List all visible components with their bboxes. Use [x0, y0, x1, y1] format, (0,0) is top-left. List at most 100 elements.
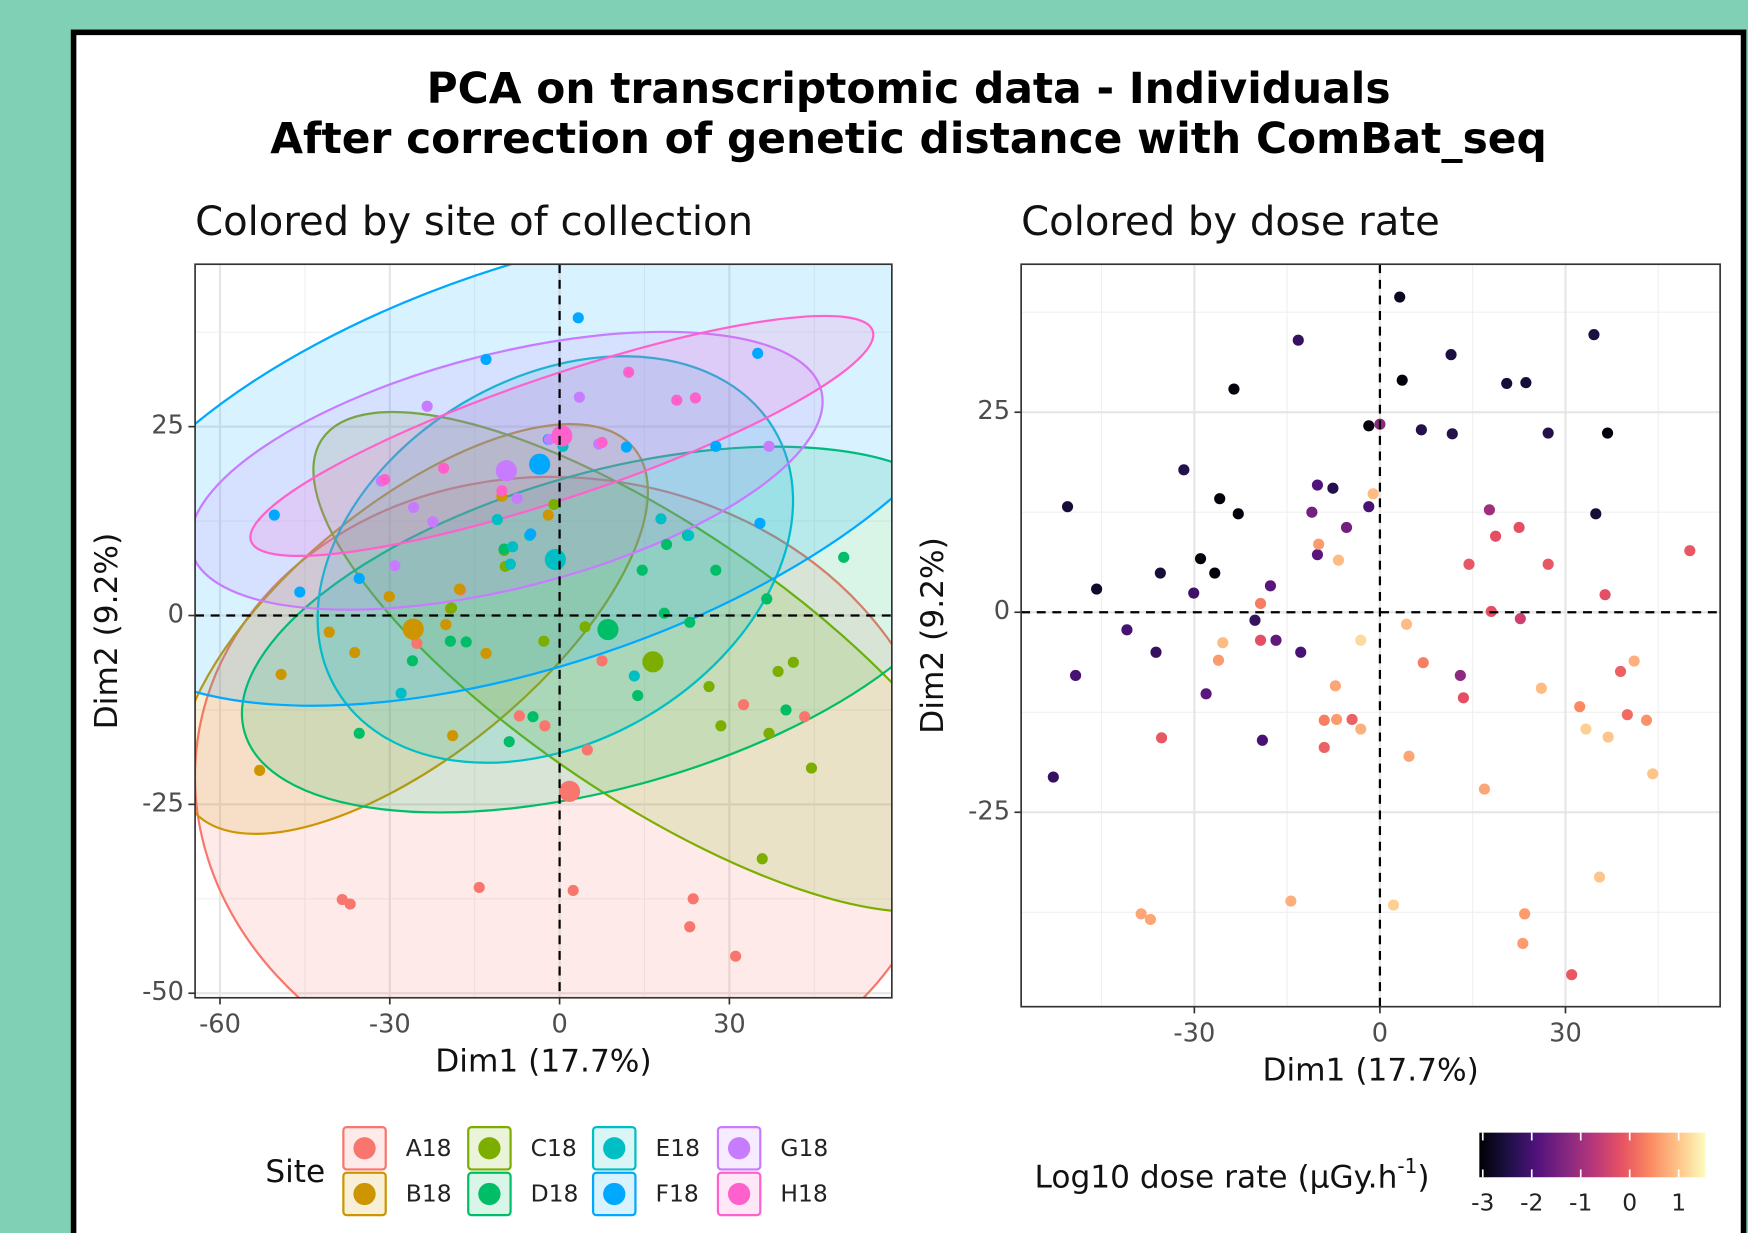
- point: [683, 529, 695, 542]
- colorbar-tick-label: 0: [1622, 1188, 1637, 1216]
- point: [491, 513, 503, 526]
- point: [1490, 530, 1502, 542]
- point: [383, 591, 395, 603]
- point: [1684, 545, 1696, 557]
- x-tick-label: 0: [551, 1010, 567, 1040]
- legend-title: Site: [265, 1154, 325, 1190]
- point: [406, 655, 419, 667]
- point: [1188, 587, 1200, 599]
- x-tick-label: -60: [199, 1010, 241, 1040]
- point: [658, 607, 670, 619]
- point: [1144, 913, 1157, 926]
- point: [579, 621, 591, 633]
- point: [1387, 899, 1400, 911]
- point: [480, 647, 492, 659]
- point: [1417, 657, 1429, 669]
- point: [538, 635, 550, 647]
- legend-title-end: ): [1417, 1159, 1429, 1195]
- point: [703, 680, 715, 693]
- point: [761, 593, 773, 605]
- point: [1327, 482, 1339, 494]
- point: [1254, 634, 1267, 646]
- legend-dot: [353, 1182, 376, 1206]
- y-tick-label: 0: [994, 596, 1010, 626]
- point: [1614, 665, 1627, 678]
- point: [710, 440, 722, 452]
- point: [1621, 709, 1633, 721]
- legend-label: G18: [780, 1134, 828, 1162]
- group-centroid: [551, 425, 573, 447]
- legend-dot: [353, 1137, 376, 1160]
- point: [1601, 427, 1614, 439]
- point: [787, 656, 799, 668]
- legend-label: C18: [531, 1134, 577, 1162]
- point: [754, 517, 766, 529]
- point: [525, 528, 537, 540]
- point: [1232, 508, 1244, 520]
- point: [1446, 428, 1458, 440]
- point: [1628, 655, 1640, 667]
- legend-label: D18: [531, 1180, 579, 1208]
- point: [628, 670, 640, 682]
- point: [504, 558, 516, 570]
- point: [389, 560, 401, 572]
- plot-area: [1021, 264, 1721, 1007]
- point: [805, 762, 818, 774]
- point: [1346, 713, 1358, 726]
- point: [1061, 501, 1074, 513]
- point: [1457, 692, 1470, 704]
- point: [636, 564, 648, 576]
- point: [581, 744, 593, 756]
- point: [1313, 538, 1325, 550]
- point: [596, 655, 608, 667]
- point: [1574, 701, 1586, 713]
- legend-label: A18: [406, 1134, 452, 1162]
- panel-border: [194, 263, 893, 999]
- point: [1647, 768, 1659, 780]
- legend-title: Log10 dose rate (µGy.h-1): [1035, 1154, 1430, 1196]
- point: [772, 665, 784, 677]
- point: [1445, 349, 1457, 361]
- point: [1520, 377, 1532, 389]
- point: [596, 436, 608, 449]
- point: [353, 572, 365, 585]
- point: [1588, 329, 1600, 341]
- panel-title: Colored by site of collection: [195, 199, 753, 245]
- x-tick-label: 30: [713, 1010, 746, 1040]
- point: [632, 690, 644, 702]
- point: [1332, 554, 1345, 566]
- point: [715, 720, 727, 732]
- point: [1047, 771, 1059, 783]
- point: [1513, 521, 1525, 534]
- point: [1285, 895, 1297, 907]
- point: [655, 513, 667, 525]
- point: [498, 543, 510, 555]
- point: [1155, 732, 1168, 744]
- point: [710, 564, 722, 576]
- point: [1517, 937, 1529, 950]
- y-axis-label: Dim2 (9.2%): [89, 533, 125, 729]
- point: [437, 462, 450, 474]
- x-tick-label: -30: [1173, 1019, 1215, 1049]
- plot-layer: [195, 264, 892, 998]
- point: [660, 538, 673, 551]
- point: [1318, 741, 1330, 754]
- legend-label: B18: [406, 1180, 452, 1208]
- group-centroid: [402, 618, 424, 640]
- colorbar-tick-label: 1: [1671, 1188, 1686, 1216]
- y-tick-label: 0: [168, 600, 184, 630]
- point: [838, 551, 850, 563]
- point: [1256, 734, 1268, 746]
- point: [1311, 549, 1324, 561]
- point: [503, 736, 515, 748]
- point: [1340, 521, 1353, 534]
- point: [542, 509, 554, 521]
- point: [780, 704, 792, 716]
- point: [1403, 750, 1415, 762]
- legend-label: H18: [780, 1180, 827, 1208]
- panel-border: [1020, 263, 1721, 1008]
- legend-title-text: Log10 dose rate (µGy.h: [1035, 1159, 1398, 1195]
- y-tick-label: -25: [142, 788, 184, 818]
- point: [1590, 508, 1602, 520]
